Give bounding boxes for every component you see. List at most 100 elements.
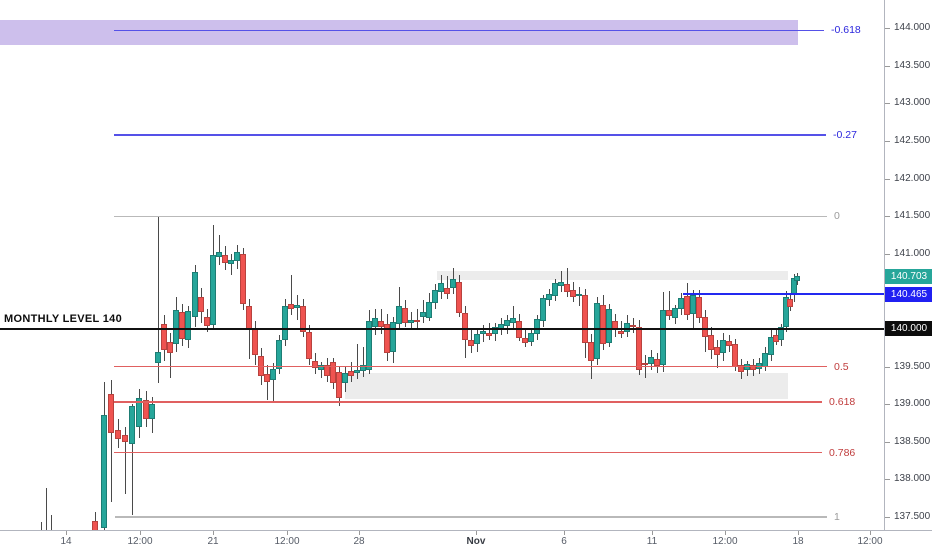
- time-tick: [476, 531, 477, 535]
- time-tick: [359, 531, 360, 535]
- monthly-level-line[interactable]: [0, 327, 884, 331]
- candle-body-up: [294, 304, 300, 308]
- candle-body-up: [282, 305, 288, 341]
- candle-body-down: [696, 296, 702, 318]
- time-axis-label: 11: [646, 536, 658, 547]
- time-tick: [652, 531, 653, 535]
- candle-body-down: [582, 295, 588, 344]
- candle-wick: [272, 362, 274, 403]
- candle-body-up: [342, 372, 348, 384]
- candle-body-up: [558, 282, 564, 287]
- candle-body-up: [276, 340, 282, 369]
- price-tick: [885, 479, 890, 481]
- candle-body-up: [474, 334, 480, 345]
- candle-body-up: [720, 339, 726, 354]
- candle-body-down: [204, 316, 210, 326]
- price-axis-label: 138.500: [894, 435, 931, 447]
- candle-body-up: [438, 283, 444, 293]
- candle-body-down: [258, 356, 264, 376]
- candle-body-down: [300, 306, 306, 332]
- candle-body-down: [636, 326, 642, 370]
- time-axis-label: 12:00: [127, 536, 153, 547]
- candle-wick: [416, 309, 418, 329]
- price-axis-label: 137.500: [894, 510, 931, 522]
- demand-zone[interactable]: [345, 372, 788, 400]
- time-axis[interactable]: 14 12:00 21 12:00 28 Nov 6 11 12:00 18 12:00: [0, 530, 932, 550]
- candle-body-down: [108, 393, 114, 433]
- price-tick: [885, 441, 890, 443]
- price-axis[interactable]: 144.000 143.500 143.000 142.500 142.000 141.5…: [884, 0, 932, 550]
- candle-body-up: [756, 362, 762, 369]
- candle-wick: [578, 286, 580, 307]
- supply-zone[interactable]: [437, 270, 788, 281]
- candle-body-down: [222, 255, 228, 263]
- candle-body-up: [576, 294, 582, 297]
- fib-level-1[interactable]: [115, 516, 827, 518]
- candle-body-up: [528, 332, 534, 342]
- candle-body-down: [414, 319, 420, 322]
- fib-level-0618[interactable]: [114, 401, 822, 403]
- candle-body-down: [444, 287, 450, 295]
- candle-body-up: [606, 308, 612, 343]
- candle-body-down: [252, 328, 258, 355]
- time-tick: [66, 531, 67, 535]
- candle-wick: [45, 488, 47, 530]
- candle-body-up: [192, 271, 198, 317]
- candle-body-down: [143, 400, 149, 420]
- time-axis-label: 28: [353, 536, 365, 547]
- candle-body-up: [129, 406, 135, 445]
- candle-body-down: [264, 374, 270, 382]
- price-axis-label: 142.500: [894, 134, 931, 146]
- price-chart-pane[interactable]: MONTHLY LEVEL 140 -0.618 -0.27 0 0.5 0.618 0.…: [0, 0, 884, 530]
- candle-body-down: [198, 296, 204, 312]
- candle-body-down: [588, 341, 594, 361]
- time-axis-label: 12:00: [857, 536, 883, 547]
- time-axis-label: 18: [792, 536, 804, 547]
- price-axis-label: 138.000: [894, 473, 931, 485]
- candle-body-up: [546, 294, 552, 300]
- candle-body-down: [402, 307, 408, 323]
- candle-wick: [40, 521, 42, 530]
- candle-body-up: [354, 369, 360, 374]
- candle-body-down: [161, 323, 167, 351]
- candle-body-down: [384, 324, 390, 354]
- alert-line[interactable]: [683, 293, 884, 295]
- candle-body-up: [678, 298, 684, 310]
- fib-level-1-label: 1: [834, 510, 840, 523]
- fib-level-0786[interactable]: [114, 452, 822, 454]
- candle-body-up: [552, 283, 558, 296]
- price-tick: [885, 140, 890, 142]
- fib-level-05-label: 0.5: [834, 360, 849, 373]
- candle-body-up: [210, 255, 216, 326]
- price-tick: [885, 65, 890, 67]
- fib-level-05[interactable]: [114, 365, 827, 368]
- fib-level-0[interactable]: [114, 215, 827, 217]
- fib-level-neg-027[interactable]: [114, 134, 826, 136]
- candle-body-up: [648, 356, 654, 364]
- candle-wick: [422, 300, 424, 323]
- candle-body-down: [654, 359, 660, 366]
- candle-body-down: [600, 304, 606, 345]
- candle-wick: [488, 322, 490, 341]
- candle-body-up: [318, 365, 324, 370]
- candle-body-up: [480, 331, 486, 335]
- candle-body-up: [768, 337, 774, 356]
- price-tick: [885, 516, 890, 518]
- monthly-level-label: MONTHLY LEVEL 140: [4, 313, 122, 325]
- fib-extension-band[interactable]: [0, 19, 798, 45]
- candle-body-down: [92, 520, 98, 530]
- candle-body-up: [432, 289, 438, 303]
- candle-body-down: [618, 331, 624, 334]
- time-tick: [140, 531, 141, 535]
- time-axis-label: 21: [207, 536, 219, 547]
- candle-body-down: [288, 304, 294, 310]
- candle-body-up: [173, 310, 179, 345]
- candle-body-up: [540, 298, 546, 321]
- candle-body-up: [744, 364, 750, 371]
- fib-level-neg-0618[interactable]: [114, 29, 824, 31]
- candle-body-down: [564, 283, 570, 293]
- candle-body-up: [783, 296, 789, 328]
- candle-body-up: [366, 321, 372, 370]
- time-tick: [564, 531, 565, 535]
